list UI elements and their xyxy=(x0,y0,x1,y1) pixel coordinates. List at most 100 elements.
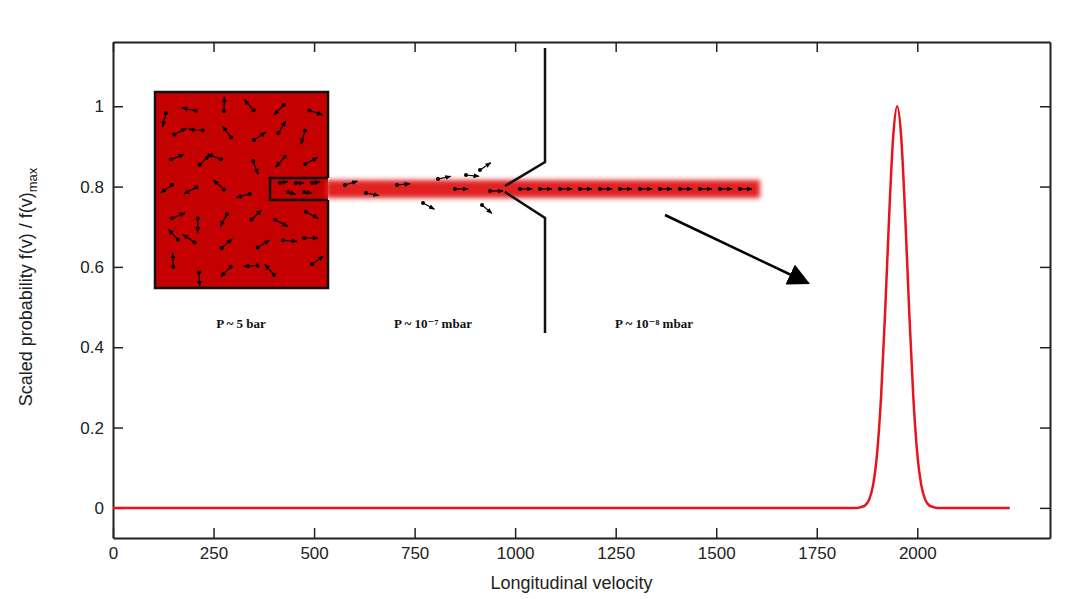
molecule xyxy=(171,253,175,269)
molecule-arrow xyxy=(305,158,317,164)
molecule xyxy=(310,181,320,185)
molecule xyxy=(480,203,492,213)
tick: 500 xyxy=(300,528,328,563)
molecule-arrow xyxy=(620,188,632,189)
molecule xyxy=(220,239,232,250)
molecule xyxy=(244,100,255,113)
molecule xyxy=(198,155,210,167)
molecule xyxy=(169,229,180,241)
x-axis-title: Longitudinal velocity xyxy=(490,573,652,593)
tick-mark xyxy=(1040,186,1050,188)
tick: 0.8 xyxy=(80,178,123,197)
molecule-arrow xyxy=(197,218,198,232)
molecule xyxy=(244,263,260,267)
molecule xyxy=(518,187,532,191)
tick: 250 xyxy=(200,528,228,563)
tick-mark xyxy=(615,42,617,52)
tick-label: 750 xyxy=(401,544,429,563)
tick-mark xyxy=(917,42,919,52)
molecule-arrow xyxy=(244,100,253,111)
molecule-arrow xyxy=(252,210,262,220)
tick xyxy=(1040,347,1050,348)
tick xyxy=(1040,428,1050,429)
molecule-arrow xyxy=(182,108,196,111)
x-axis-top xyxy=(114,42,1051,52)
tick-mark xyxy=(1040,508,1050,510)
molecule-arrow xyxy=(278,121,285,133)
molecule-arrow xyxy=(236,194,250,198)
molecule-arrow xyxy=(280,182,288,183)
beam xyxy=(326,180,760,198)
molecule-arrow xyxy=(172,213,185,218)
molecule-arrow xyxy=(276,157,285,167)
tick xyxy=(716,42,717,52)
molecule xyxy=(222,97,226,113)
molecule-arrow xyxy=(540,188,552,189)
tick-mark xyxy=(716,528,718,538)
tick-label: 250 xyxy=(200,544,228,563)
molecule xyxy=(221,265,233,277)
molecule xyxy=(252,132,266,142)
molecule-arrow xyxy=(171,154,184,159)
beam-diagram xyxy=(155,48,808,333)
tick-mark xyxy=(716,42,718,52)
molecule xyxy=(294,181,304,185)
molecule xyxy=(161,183,175,193)
molecule-arrow xyxy=(720,188,732,189)
y-axis-right xyxy=(1040,43,1051,539)
molecule xyxy=(281,238,297,242)
molecule xyxy=(464,173,479,177)
molecule xyxy=(618,187,632,191)
molecule xyxy=(436,176,451,181)
tick xyxy=(415,42,416,52)
molecule-arrow xyxy=(304,191,312,193)
reservoir xyxy=(155,92,328,288)
tick-mark xyxy=(917,528,919,538)
tick xyxy=(515,42,516,52)
tick: 0.4 xyxy=(80,338,123,357)
molecule-arrow xyxy=(213,180,224,189)
molecule xyxy=(286,190,296,194)
pointer-arrow xyxy=(665,215,808,283)
molecule-arrow xyxy=(220,214,227,226)
axis-line xyxy=(114,42,1051,44)
molecule-arrow xyxy=(312,182,320,183)
tick-mark xyxy=(515,528,517,538)
y-axis-title: Scaled probability f(v) / f(v)max xyxy=(16,167,40,406)
axis-line xyxy=(114,538,1051,540)
tick: 1750 xyxy=(798,528,836,563)
molecule xyxy=(213,180,226,191)
tick xyxy=(616,42,617,52)
molecule-arrow xyxy=(163,113,166,127)
tick: 1500 xyxy=(698,528,736,563)
tick-mark xyxy=(314,42,316,52)
molecule-arrow xyxy=(174,128,186,135)
tick-label: 1250 xyxy=(597,544,635,563)
tick-label: 500 xyxy=(300,544,328,563)
molecule xyxy=(220,212,229,226)
molecule xyxy=(170,213,185,220)
tick-label: 2000 xyxy=(899,544,937,563)
molecule xyxy=(488,189,503,193)
molecule xyxy=(196,216,200,232)
molecule-arrow xyxy=(309,110,322,115)
molecule-arrow xyxy=(397,184,410,185)
tick xyxy=(917,42,918,52)
molecule xyxy=(598,187,612,191)
pressure-label: P ~ 10⁻⁷ mbar xyxy=(394,316,472,331)
molecule-arrow xyxy=(222,239,232,248)
molecule xyxy=(184,185,198,193)
molecule-arrow xyxy=(580,188,592,189)
molecule-arrow xyxy=(480,163,491,170)
nozzle xyxy=(270,178,328,200)
molecule-arrow xyxy=(482,205,492,213)
molecule xyxy=(453,187,468,191)
molecule-arrow xyxy=(680,188,692,189)
y-axis: 00.20.40.60.81 xyxy=(80,43,123,539)
molecule-arrow xyxy=(199,272,200,286)
pressure-label: P ~ 5 bar xyxy=(216,316,266,331)
molecule xyxy=(698,187,712,191)
molecule xyxy=(738,187,752,191)
molecule xyxy=(189,128,205,132)
tick: 2000 xyxy=(899,528,937,563)
